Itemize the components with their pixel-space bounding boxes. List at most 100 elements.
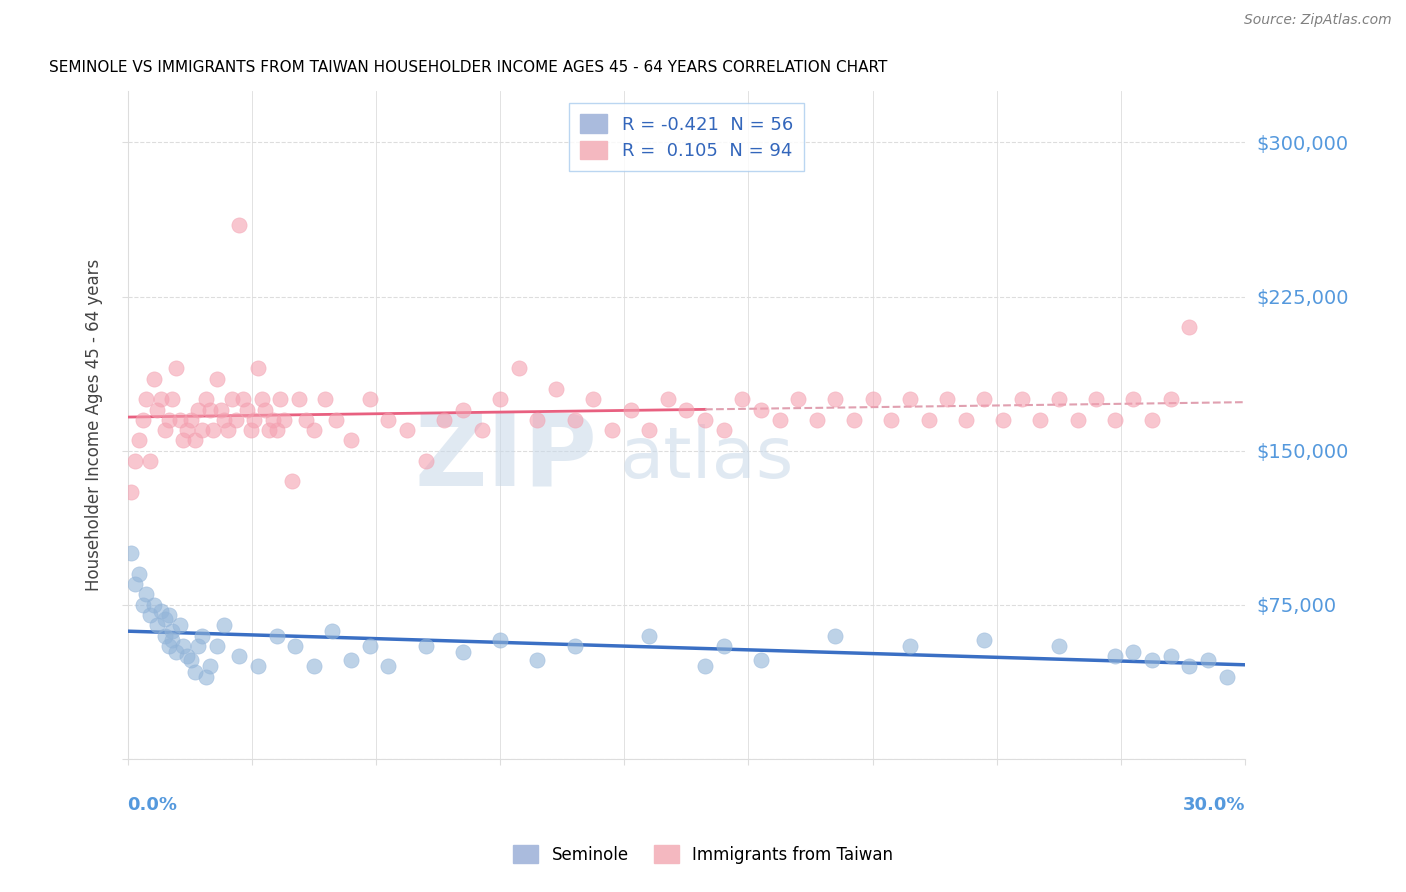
Point bbox=[214, 413, 236, 427]
Point bbox=[150, 392, 173, 407]
Point bbox=[131, 598, 153, 612]
Point bbox=[1047, 639, 1070, 653]
Point bbox=[955, 413, 977, 427]
Point bbox=[489, 632, 512, 647]
Point bbox=[302, 423, 325, 437]
Point bbox=[225, 413, 247, 427]
Point bbox=[284, 639, 307, 653]
Point bbox=[243, 413, 266, 427]
Point bbox=[165, 645, 187, 659]
Point bbox=[169, 618, 191, 632]
Point bbox=[693, 659, 716, 673]
Point bbox=[198, 659, 221, 673]
Point bbox=[564, 413, 586, 427]
Point bbox=[180, 653, 202, 667]
Point bbox=[451, 645, 474, 659]
Point bbox=[217, 423, 239, 437]
Point bbox=[693, 413, 716, 427]
Point bbox=[675, 402, 697, 417]
Point bbox=[768, 413, 790, 427]
Point bbox=[1011, 392, 1033, 407]
Point bbox=[176, 648, 198, 663]
Point bbox=[142, 372, 165, 386]
Point bbox=[254, 402, 277, 417]
Point bbox=[173, 639, 195, 653]
Point bbox=[153, 423, 176, 437]
Point bbox=[176, 423, 198, 437]
Point bbox=[273, 413, 295, 427]
Point bbox=[187, 402, 209, 417]
Point bbox=[124, 577, 146, 591]
Point bbox=[415, 639, 437, 653]
Point bbox=[205, 639, 228, 653]
Point bbox=[600, 423, 623, 437]
Text: atlas: atlas bbox=[620, 424, 794, 492]
Point bbox=[657, 392, 679, 407]
Point bbox=[1104, 648, 1126, 663]
Point bbox=[194, 392, 217, 407]
Point bbox=[135, 587, 157, 601]
Point bbox=[731, 392, 754, 407]
Point bbox=[1178, 320, 1201, 334]
Point bbox=[246, 361, 269, 376]
Point bbox=[340, 434, 363, 448]
Point bbox=[1047, 392, 1070, 407]
Point bbox=[619, 402, 641, 417]
Point bbox=[139, 607, 162, 622]
Point bbox=[183, 434, 205, 448]
Point bbox=[862, 392, 884, 407]
Point bbox=[214, 618, 236, 632]
Point bbox=[202, 423, 225, 437]
Point bbox=[139, 454, 162, 468]
Text: 30.0%: 30.0% bbox=[1182, 796, 1246, 814]
Point bbox=[266, 423, 288, 437]
Point bbox=[288, 392, 311, 407]
Point bbox=[936, 392, 959, 407]
Point bbox=[898, 639, 921, 653]
Point bbox=[157, 639, 180, 653]
Point bbox=[880, 413, 903, 427]
Point bbox=[787, 392, 810, 407]
Point bbox=[1122, 645, 1144, 659]
Point bbox=[991, 413, 1014, 427]
Point bbox=[169, 413, 191, 427]
Point bbox=[246, 659, 269, 673]
Point bbox=[1178, 659, 1201, 673]
Point bbox=[257, 423, 280, 437]
Point bbox=[120, 546, 142, 560]
Point bbox=[638, 423, 661, 437]
Point bbox=[228, 218, 250, 232]
Point bbox=[162, 632, 184, 647]
Point bbox=[239, 423, 262, 437]
Point bbox=[582, 392, 605, 407]
Point bbox=[194, 670, 217, 684]
Point bbox=[142, 598, 165, 612]
Legend: Seminole, Immigrants from Taiwan: Seminole, Immigrants from Taiwan bbox=[506, 838, 900, 871]
Point bbox=[262, 413, 284, 427]
Point bbox=[1160, 648, 1182, 663]
Point bbox=[205, 372, 228, 386]
Point bbox=[180, 413, 202, 427]
Point bbox=[146, 618, 169, 632]
Point bbox=[228, 648, 250, 663]
Text: ZIP: ZIP bbox=[415, 409, 598, 507]
Point bbox=[749, 653, 772, 667]
Point bbox=[395, 423, 418, 437]
Point bbox=[508, 361, 530, 376]
Y-axis label: Householder Income Ages 45 - 64 years: Householder Income Ages 45 - 64 years bbox=[86, 259, 103, 591]
Point bbox=[1140, 413, 1163, 427]
Point bbox=[489, 392, 512, 407]
Point bbox=[415, 454, 437, 468]
Point bbox=[325, 413, 347, 427]
Point bbox=[162, 624, 184, 639]
Point bbox=[1104, 413, 1126, 427]
Point bbox=[638, 628, 661, 642]
Point bbox=[209, 402, 232, 417]
Point bbox=[165, 361, 187, 376]
Point bbox=[269, 392, 291, 407]
Point bbox=[280, 475, 302, 489]
Point bbox=[842, 413, 865, 427]
Text: Source: ZipAtlas.com: Source: ZipAtlas.com bbox=[1244, 13, 1392, 28]
Point bbox=[544, 382, 567, 396]
Point bbox=[433, 413, 456, 427]
